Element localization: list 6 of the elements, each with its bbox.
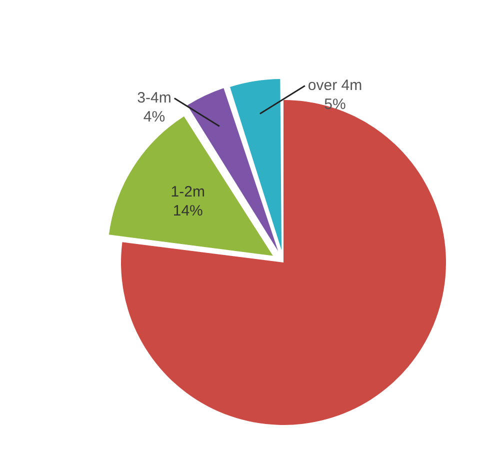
data-label: 5% xyxy=(324,96,346,113)
data-label: 4% xyxy=(143,108,166,126)
slice-label: 1-2m xyxy=(170,183,205,200)
slice-label: over 4m xyxy=(308,76,362,94)
slice-label: 3-4m xyxy=(137,89,172,106)
data-label: 14% xyxy=(172,202,203,220)
